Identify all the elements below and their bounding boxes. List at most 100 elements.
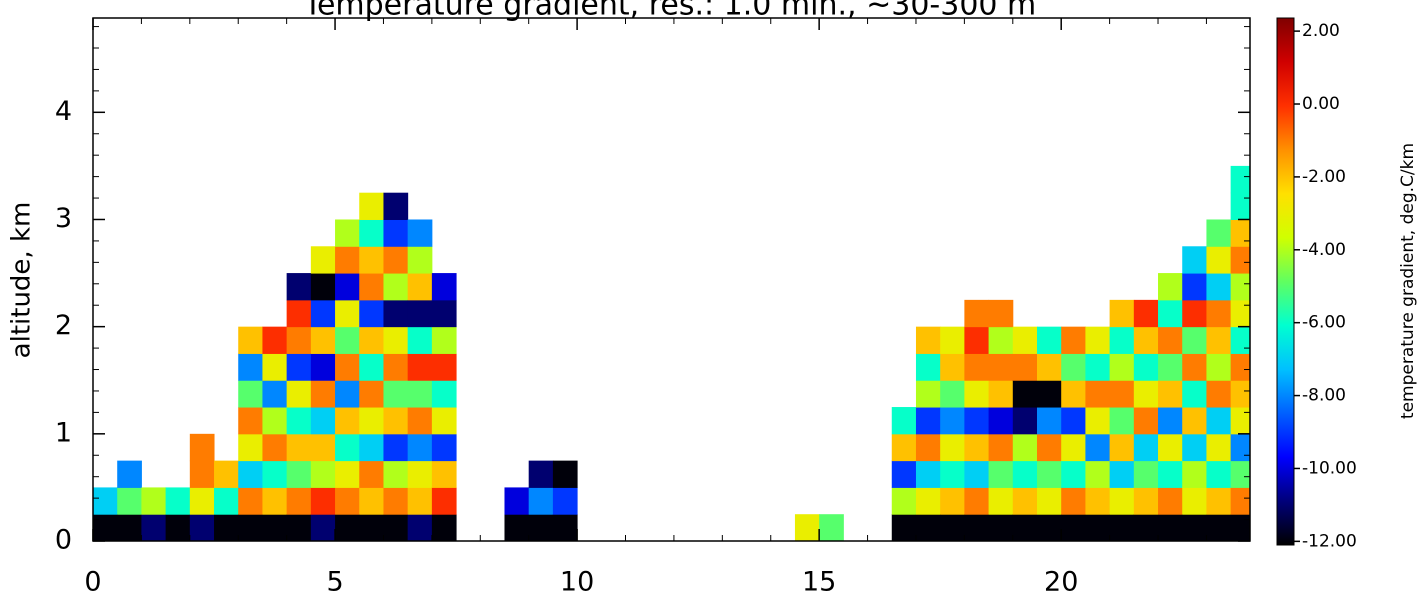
heatmap-cell bbox=[988, 433, 1014, 462]
heatmap-cell bbox=[1109, 326, 1135, 354]
heatmap-cell bbox=[93, 487, 118, 515]
heatmap-cell bbox=[940, 353, 965, 381]
heatmap-cell bbox=[964, 326, 990, 354]
heatmap-cell bbox=[189, 487, 215, 515]
heatmap-cell bbox=[1230, 460, 1250, 488]
heatmap-cell bbox=[1133, 514, 1159, 541]
heatmap-cell bbox=[286, 460, 312, 488]
heatmap-cell bbox=[1230, 326, 1250, 354]
heatmap-cell bbox=[1182, 273, 1207, 301]
heatmap-cell bbox=[794, 514, 820, 541]
heatmap-cell bbox=[988, 514, 1014, 541]
y-tick-label: 0 bbox=[55, 525, 72, 556]
heatmap-cell bbox=[1085, 514, 1111, 541]
heatmap-cell bbox=[988, 380, 1014, 408]
heatmap-cell bbox=[1158, 433, 1183, 462]
heatmap-cell bbox=[286, 433, 312, 462]
heatmap-cell bbox=[1206, 514, 1232, 541]
x-tick-label: 5 bbox=[326, 567, 343, 598]
heatmap-cell bbox=[1085, 380, 1111, 408]
heatmap-cell bbox=[1012, 380, 1038, 408]
heatmap-cell bbox=[1036, 433, 1062, 462]
heatmap-cell bbox=[1230, 246, 1250, 274]
heatmap-cell bbox=[988, 353, 1014, 381]
heatmap-cell bbox=[1182, 246, 1207, 274]
colorbar-tick-label: -2.00 bbox=[1302, 167, 1346, 187]
heatmap-cell bbox=[891, 433, 917, 462]
heatmap-cell bbox=[940, 487, 965, 515]
heatmap-cell bbox=[286, 326, 312, 354]
heatmap-cell bbox=[310, 246, 336, 274]
heatmap-cell bbox=[1012, 326, 1038, 354]
heatmap-cell bbox=[1036, 487, 1062, 515]
heatmap-cell bbox=[407, 326, 433, 354]
heatmap-cell bbox=[359, 380, 384, 408]
y-axis-label: altitude, km bbox=[7, 202, 37, 359]
heatmap-cell bbox=[165, 487, 191, 515]
heatmap-cell bbox=[1061, 326, 1086, 354]
heatmap-cell bbox=[1109, 299, 1135, 328]
heatmap-cell bbox=[335, 407, 360, 435]
heatmap-cell bbox=[1012, 487, 1038, 515]
heatmap-cell bbox=[1158, 514, 1183, 541]
heatmap-cell bbox=[238, 514, 263, 541]
heatmap-cell bbox=[238, 487, 263, 515]
heatmap-cell bbox=[310, 460, 336, 488]
heatmap-cell bbox=[335, 299, 360, 328]
heatmap-cell bbox=[964, 299, 990, 328]
heatmap-cell bbox=[1061, 487, 1086, 515]
heatmap-cell bbox=[431, 487, 457, 515]
heatmap-cell bbox=[383, 192, 409, 220]
heatmap-cell bbox=[1109, 514, 1135, 541]
heatmap-cell bbox=[1061, 460, 1086, 488]
heatmap-cell bbox=[310, 273, 336, 301]
colorbar bbox=[1276, 17, 1295, 546]
heatmap-cell bbox=[310, 353, 336, 381]
heatmap-cell bbox=[383, 460, 409, 488]
heatmap-cell bbox=[383, 487, 409, 515]
heatmap-cell bbox=[1158, 353, 1183, 381]
heatmap-cell bbox=[359, 353, 384, 381]
heatmap-cell bbox=[915, 380, 941, 408]
heatmap-cell bbox=[431, 460, 457, 488]
heatmap-cell bbox=[1012, 353, 1038, 381]
heatmap-cell bbox=[1206, 273, 1232, 301]
heatmap-cell bbox=[1158, 460, 1183, 488]
heatmap-cell bbox=[335, 219, 360, 247]
heatmap-cell bbox=[1109, 487, 1135, 515]
heatmap-cell bbox=[431, 380, 457, 408]
heatmap-cell bbox=[383, 273, 409, 301]
heatmap-cell bbox=[214, 514, 239, 541]
heatmap-cell bbox=[359, 246, 384, 274]
heatmap-cell bbox=[262, 433, 288, 462]
heatmap-cell bbox=[1230, 165, 1250, 194]
heatmap-cell bbox=[964, 353, 990, 381]
heatmap-cell bbox=[286, 299, 312, 328]
plot-frame bbox=[92, 17, 1251, 542]
heatmap-cell bbox=[1061, 514, 1086, 541]
heatmap-cell bbox=[262, 407, 288, 435]
heatmap-cell bbox=[383, 514, 409, 541]
heatmap-cell bbox=[1109, 353, 1135, 381]
heatmap-cell bbox=[1230, 487, 1250, 515]
colorbar-label: temperature gradient, deg.C/km bbox=[1398, 143, 1418, 419]
heatmap-cell bbox=[383, 433, 409, 462]
heatmap-cell bbox=[262, 353, 288, 381]
heatmap-cell bbox=[310, 514, 336, 541]
heatmap-cell bbox=[528, 460, 554, 488]
heatmap-cell bbox=[407, 353, 433, 381]
heatmap-cell bbox=[1036, 326, 1062, 354]
heatmap-cell bbox=[1206, 460, 1232, 488]
x-tick-label: 0 bbox=[84, 567, 101, 598]
heatmap-cell bbox=[891, 487, 917, 515]
heatmap-cell bbox=[1012, 433, 1038, 462]
heatmap-cell bbox=[1109, 380, 1135, 408]
heatmap-cell bbox=[431, 353, 457, 381]
heatmap-cell bbox=[238, 380, 263, 408]
heatmap-cell bbox=[359, 273, 384, 301]
heatmap-cell bbox=[262, 326, 288, 354]
heatmap-cell bbox=[335, 433, 360, 462]
heatmap-cell bbox=[988, 460, 1014, 488]
heatmap-cell bbox=[431, 407, 457, 435]
heatmap-cell bbox=[286, 407, 312, 435]
